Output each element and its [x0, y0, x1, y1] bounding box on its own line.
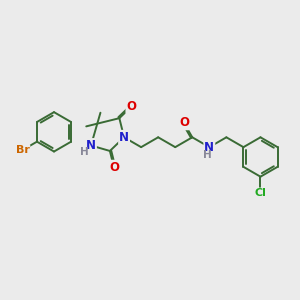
Text: H: H	[203, 150, 212, 161]
Text: O: O	[109, 161, 119, 174]
Text: N: N	[204, 141, 214, 154]
Text: N: N	[119, 131, 129, 144]
Text: H: H	[80, 147, 89, 157]
Text: Cl: Cl	[254, 188, 266, 198]
Text: O: O	[179, 116, 189, 129]
Text: N: N	[86, 139, 96, 152]
Text: Br: Br	[16, 145, 29, 155]
Text: O: O	[126, 100, 136, 113]
